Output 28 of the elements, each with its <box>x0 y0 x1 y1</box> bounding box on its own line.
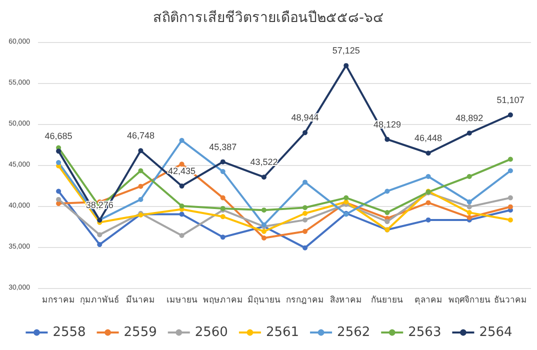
data-label: 48,892 <box>456 113 484 124</box>
legend-label: 2563 <box>408 325 442 340</box>
x-tick-label: กรกฎาคม <box>286 296 324 306</box>
x-tick-label: กันยายน <box>371 296 404 306</box>
data-label: 46,448 <box>414 133 442 144</box>
data-label: 45,387 <box>209 142 237 152</box>
x-tick-label: กุมภาพันธ์ <box>80 294 120 306</box>
data-label: 57,125 <box>332 46 360 56</box>
x-tick-label: ธันวาคม <box>494 296 527 306</box>
legend-label: 2558 <box>52 325 86 340</box>
legend-label: 2559 <box>124 325 157 340</box>
x-tick-label: มิถุนายน <box>247 296 280 306</box>
x-tick-label: พฤศจิกายน <box>448 296 490 306</box>
legend-label: 2562 <box>337 325 370 340</box>
x-tick-label: มีนาคม <box>126 294 156 306</box>
x-tick-label: สิงหาคม <box>330 296 362 306</box>
x-tick-label: มกราคม <box>42 296 76 306</box>
x-tick-label: พฤษภาคม <box>202 296 243 306</box>
legend-label: 2561 <box>266 325 300 340</box>
data-label: 46,748 <box>126 130 154 141</box>
x-tick-label: ตุลาคม <box>414 296 442 306</box>
legend-label: 2560 <box>194 325 228 340</box>
data-label: 51,107 <box>496 94 524 105</box>
chart-title: สถิติการเสียชีวิตรายเดือนปี๒๕๕๘-๖๔ <box>152 10 384 26</box>
data-label: 46,685 <box>44 131 72 142</box>
data-label: 43,522 <box>250 157 278 168</box>
x-tick-label: เมษายน <box>166 296 198 306</box>
legend-label: 2564 <box>479 325 512 340</box>
